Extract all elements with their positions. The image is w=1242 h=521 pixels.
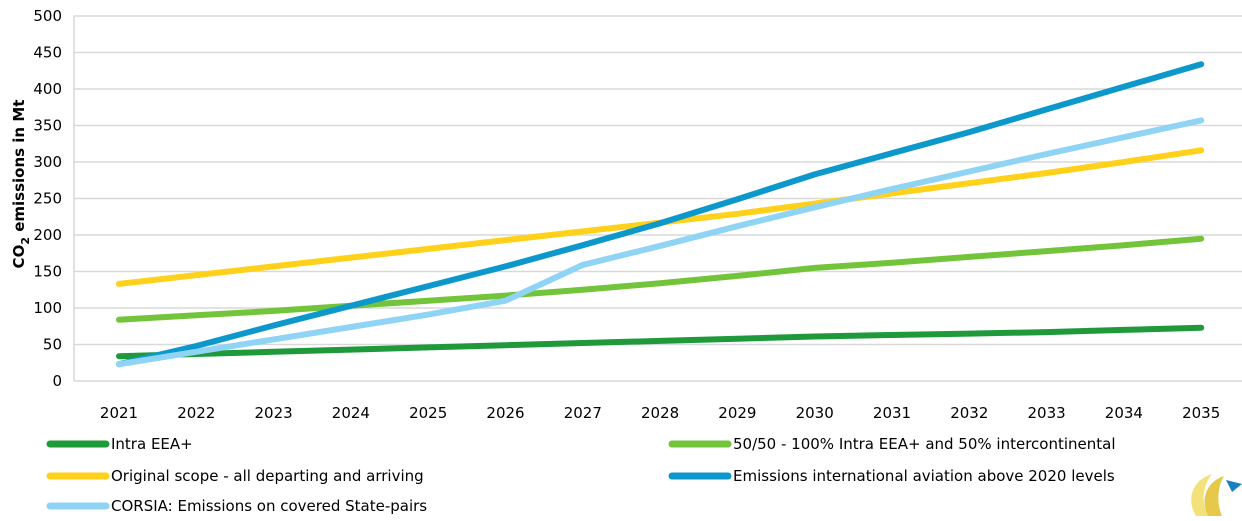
series-line bbox=[116, 117, 1205, 368]
y-tick-label: 100 bbox=[33, 299, 62, 317]
x-tick-label: 2034 bbox=[1105, 404, 1143, 422]
x-tick-label: 2023 bbox=[255, 404, 293, 422]
x-tick-label: 2022 bbox=[177, 404, 215, 422]
y-tick-label: 450 bbox=[33, 44, 62, 62]
series-line bbox=[116, 324, 1205, 360]
brand-logo bbox=[1191, 474, 1242, 516]
x-tick-label: 2027 bbox=[564, 404, 602, 422]
logo-swoosh-blue bbox=[1226, 480, 1242, 492]
y-axis-label-sub: 2 bbox=[19, 237, 32, 245]
series-lines bbox=[116, 61, 1205, 368]
y-axis-ticks: 0 50 100 150 200 250 300 350 400 450 500 bbox=[33, 7, 62, 390]
y-tick-label: 350 bbox=[33, 117, 62, 135]
y-tick-label: 150 bbox=[33, 263, 62, 281]
legend-item: Intra EEA+ bbox=[46, 435, 193, 453]
series-line bbox=[116, 235, 1205, 323]
logo-swoosh-yellow bbox=[1191, 474, 1212, 516]
y-axis-label: CO2 emissions in Mt bbox=[10, 100, 32, 269]
legend-label: Intra EEA+ bbox=[111, 435, 193, 453]
legend-item: CORSIA: Emissions on covered State-pairs bbox=[46, 497, 427, 515]
y-tick-label: 500 bbox=[33, 7, 62, 25]
x-tick-label: 2026 bbox=[486, 404, 524, 422]
y-tick-label: 400 bbox=[33, 80, 62, 98]
x-tick-label: 2032 bbox=[950, 404, 988, 422]
series-line bbox=[116, 61, 1205, 368]
legend-label: Original scope - all departing and arriv… bbox=[111, 467, 424, 485]
y-tick-label: 300 bbox=[33, 153, 62, 171]
gridlines bbox=[73, 15, 1242, 382]
x-tick-label: 2033 bbox=[1028, 404, 1066, 422]
legend-item: Original scope - all departing and arriv… bbox=[46, 467, 424, 485]
legend-label: 50/50 - 100% Intra EEA+ and 50% intercon… bbox=[733, 435, 1116, 453]
legend: Intra EEA+ 50/50 - 100% Intra EEA+ and 50… bbox=[46, 435, 1116, 515]
y-axis-label-pre: CO bbox=[10, 245, 28, 269]
series-line bbox=[116, 147, 1205, 287]
x-tick-label: 2021 bbox=[100, 404, 138, 422]
y-axis-label-post: emissions in Mt bbox=[10, 100, 28, 237]
x-tick-label: 2029 bbox=[718, 404, 756, 422]
x-tick-label: 2030 bbox=[796, 404, 834, 422]
x-tick-label: 2028 bbox=[641, 404, 679, 422]
y-tick-label: 0 bbox=[52, 372, 62, 390]
x-tick-label: 2031 bbox=[873, 404, 911, 422]
y-tick-label: 50 bbox=[43, 336, 62, 354]
x-tick-label: 2024 bbox=[332, 404, 370, 422]
legend-item: Emissions international aviation above 2… bbox=[668, 467, 1115, 485]
y-tick-label: 200 bbox=[33, 226, 62, 244]
x-tick-label: 2035 bbox=[1182, 404, 1220, 422]
legend-item: 50/50 - 100% Intra EEA+ and 50% intercon… bbox=[668, 435, 1116, 453]
y-tick-label: 250 bbox=[33, 190, 62, 208]
legend-label: Emissions international aviation above 2… bbox=[733, 467, 1115, 485]
x-tick-label: 2025 bbox=[409, 404, 447, 422]
logo-swoosh-gold bbox=[1204, 476, 1224, 516]
legend-label: CORSIA: Emissions on covered State-pairs bbox=[111, 497, 427, 515]
x-axis-ticks: 2021 2022 2023 2024 2025 2026 2027 2028 2029 2030… bbox=[100, 404, 1220, 422]
